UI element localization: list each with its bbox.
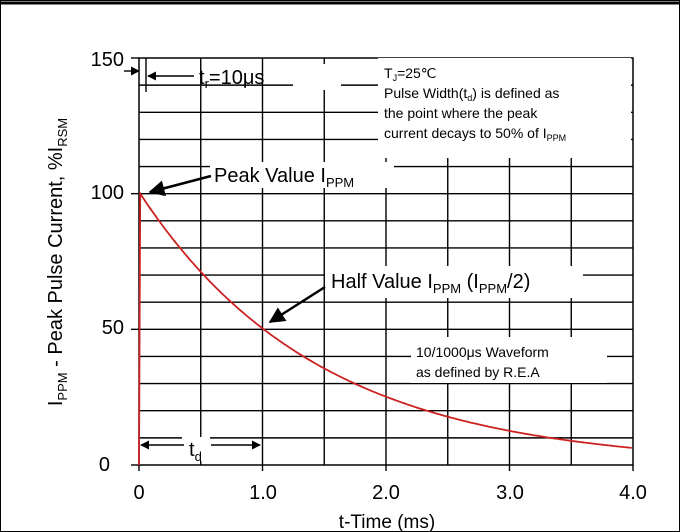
half-label: Half Value IPPM (IPPM/2) <box>331 271 530 296</box>
x-tick-label: 3.0 <box>496 482 524 504</box>
tr-label-mask <box>293 64 341 90</box>
pw-line-1: Pulse Width(td) is defined as <box>384 85 559 103</box>
pulse-width-note: TJ=25℃ Pulse Width(td) is defined as the… <box>384 65 566 143</box>
y-tick-label: 150 <box>91 49 124 71</box>
pw-line-3: current decays to 50% of IPPM <box>384 125 566 143</box>
x-tick-label: 1.0 <box>249 482 277 504</box>
peak-label-mask <box>210 162 394 188</box>
waveform-line-2: as defined by R.E.A <box>416 364 540 380</box>
y-tick-label: 50 <box>102 317 124 339</box>
half-label-mask <box>325 266 583 298</box>
x-tick-labels: 0 1.0 2.0 3.0 4.0 <box>133 482 646 504</box>
half-arrow <box>268 285 326 324</box>
td-annotation: td <box>140 439 261 464</box>
td-label-mask <box>182 437 210 461</box>
x-tick-label: 4.0 <box>619 482 647 504</box>
waveform-note-mask <box>411 337 607 383</box>
half-value-annotation: Half Value IPPM (IPPM/2) <box>268 271 530 324</box>
axis-ticks <box>131 57 634 471</box>
tr-label: tr=10μs <box>199 67 264 91</box>
y-tick-label: 100 <box>91 182 124 204</box>
peak-label: Peak Value IPPM <box>214 165 354 190</box>
waveform-line-1: 10/1000μs Waveform <box>416 344 549 360</box>
peak-arrow <box>148 174 212 197</box>
tj-label: TJ=25℃ <box>384 65 437 83</box>
waveform-curve <box>138 190 632 466</box>
x-tick-label: 2.0 <box>372 482 400 504</box>
rise-time-annotation: tr=10μs <box>124 58 264 92</box>
pulse-width-note-mask <box>378 58 631 158</box>
x-tick-label: 0 <box>133 482 144 504</box>
pw-line-2: the point where the peak <box>384 105 538 121</box>
y-tick-label: 0 <box>99 454 110 476</box>
td-label: td <box>189 439 202 464</box>
y-tick-labels: 150 100 50 0 <box>91 49 124 476</box>
waveform-note: 10/1000μs Waveform as defined by R.E.A <box>416 344 549 380</box>
y-axis-title: IPPM - Peak Pulse Current, %IRSM <box>45 118 70 406</box>
x-axis-title: t-Time (ms) <box>339 512 435 532</box>
peak-value-annotation: Peak Value IPPM <box>148 165 354 197</box>
